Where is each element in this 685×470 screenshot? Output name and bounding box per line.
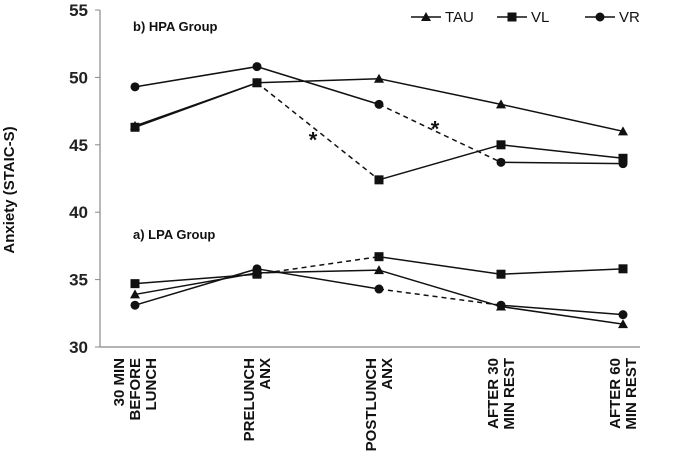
- data-point-vr: [496, 157, 506, 167]
- data-point-tau: [374, 265, 384, 275]
- series-segment-tau: [256, 77, 380, 84]
- x-category-label-line: MIN REST: [623, 358, 640, 430]
- x-category-labels: 30 MIN BEFORE LUNCH PRELUNCH ANX POSTLUNCH ANX…: [111, 358, 640, 451]
- data-point-tau: [618, 319, 628, 329]
- x-category-label-line: ANX: [257, 358, 274, 390]
- x-category-label: PRELUNCH ANX: [241, 358, 274, 441]
- legend-label: TAU: [445, 9, 474, 26]
- data-point-vr: [252, 62, 262, 72]
- x-category-label-line: AFTER 30: [485, 358, 502, 429]
- y-ticks: 30 35 40 45 50 55: [69, 1, 100, 357]
- series-segment-vl: [500, 144, 624, 160]
- series-segment-vl: [378, 255, 502, 275]
- legend-item-tau: TAU: [411, 9, 474, 26]
- x-category-label-line: LUNCH: [143, 358, 160, 411]
- x-category-label: AFTER 30 MIN REST: [485, 358, 518, 430]
- data-point-vr: [618, 310, 628, 320]
- x-category-label-line: 30 MIN: [111, 358, 128, 406]
- data-point-vl: [374, 252, 384, 262]
- y-tick-label: 50: [69, 68, 88, 87]
- y-tick-label: 40: [69, 203, 88, 222]
- legend-label: VL: [531, 9, 549, 26]
- data-point-vr: [374, 284, 384, 294]
- data-point-tau: [374, 73, 384, 83]
- data-point-vr: [252, 264, 262, 274]
- series-segment-vr: [500, 304, 624, 316]
- axes: [99, 10, 640, 348]
- data-point-vl: [130, 122, 140, 132]
- series-segment-vl: [256, 82, 380, 181]
- series-segment-vr: [256, 65, 380, 106]
- series-segment-tau: [500, 305, 624, 325]
- legend-item-vl: VL: [497, 9, 549, 26]
- data-point-vr: [130, 300, 140, 310]
- data-point-vl: [374, 175, 384, 185]
- significance-asterisk: *: [431, 117, 440, 142]
- data-point-vl: [618, 264, 628, 274]
- legend-marker: [595, 12, 605, 22]
- data-point-vr: [374, 99, 384, 109]
- legend-item-vr: VR: [585, 9, 640, 26]
- series-segment-tau: [500, 103, 624, 133]
- significance-asterisk: *: [309, 127, 318, 152]
- data-point-tau: [130, 289, 140, 299]
- legend-marker: [507, 12, 517, 22]
- data-point-vl: [496, 140, 506, 150]
- legend-label: VR: [619, 9, 640, 26]
- data-point-vl: [130, 279, 140, 289]
- series-segment-vl: [500, 268, 624, 275]
- x-category-label-line: BEFORE: [127, 358, 144, 421]
- y-tick-label: 35: [69, 271, 88, 290]
- data-point-tau: [496, 99, 506, 109]
- series-markers: [130, 62, 628, 329]
- series-lines: [134, 65, 624, 325]
- series-segment-vr: [500, 161, 624, 165]
- series-segment-tau: [378, 269, 502, 308]
- series-segment-vl: [378, 144, 502, 181]
- data-point-vr: [496, 300, 506, 310]
- x-category-label-line: ANX: [379, 358, 396, 390]
- legend-marker: [421, 12, 431, 21]
- data-point-vl: [496, 269, 506, 279]
- y-axis-label-group: Anxiety (STAIC-S): [1, 126, 18, 253]
- series-segment-tau: [378, 78, 502, 106]
- y-axis-label: Anxiety (STAIC-S): [1, 126, 18, 253]
- annotations: * *: [309, 117, 440, 153]
- series-segment-vr: [256, 268, 380, 290]
- series-segment-vr: [378, 288, 502, 306]
- data-point-tau: [618, 126, 628, 136]
- data-point-vr: [130, 82, 140, 92]
- y-tick-label: 45: [69, 136, 88, 155]
- y-tick-label: 30: [69, 338, 88, 357]
- data-point-vr: [618, 159, 628, 169]
- group-label: a) LPA Group: [133, 227, 215, 242]
- y-tick-label: 55: [69, 1, 88, 20]
- x-category-label-line: AFTER 60: [607, 358, 624, 429]
- series-segment-vl: [134, 273, 258, 285]
- x-category-label-line: MIN REST: [501, 358, 518, 430]
- group-label: b) HPA Group: [133, 19, 218, 34]
- x-category-label-line: PRELUNCH: [241, 358, 258, 441]
- data-point-vl: [252, 78, 262, 88]
- series-segment-vl: [256, 255, 380, 275]
- data-point-vl: [252, 269, 262, 279]
- x-category-label: AFTER 60 MIN REST: [607, 358, 640, 430]
- x-category-label-line: POSTLUNCH: [363, 358, 380, 451]
- series-segment-vr: [134, 268, 258, 306]
- series-segment-vr: [134, 65, 258, 88]
- data-point-vl: [618, 153, 628, 163]
- legend: TAU VL VR: [411, 9, 640, 26]
- series-segment-vl: [134, 82, 258, 128]
- group-labels: b) HPA Group a) LPA Group: [133, 19, 218, 242]
- x-category-label: 30 MIN BEFORE LUNCH: [111, 358, 160, 421]
- x-category-label: POSTLUNCH ANX: [363, 358, 396, 451]
- series-segment-vr: [378, 103, 502, 164]
